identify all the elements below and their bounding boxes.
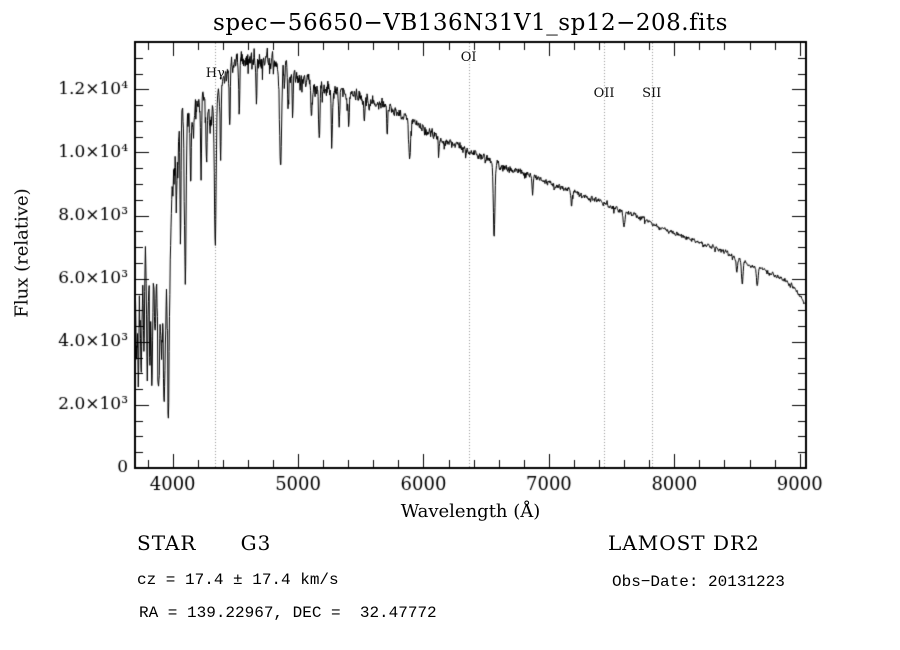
- classification-text: STAR G3: [137, 531, 272, 555]
- survey-text: LAMOST DR2: [608, 531, 760, 555]
- obs-date-text: Obs−Date: 20131223: [612, 573, 785, 591]
- x-axis-label: Wavelength (Å): [400, 501, 541, 522]
- spectral-line-label: OII: [593, 86, 615, 101]
- spectral-line-label: OI: [460, 50, 477, 65]
- y-axis-label: Flux (relative): [11, 188, 33, 318]
- cz-velocity-text: cz = 17.4 ± 17.4 km/s: [137, 571, 339, 589]
- coordinates-text: RA = 139.22967, DEC = 32.47772: [139, 604, 437, 622]
- spectral-line-label: SII: [642, 86, 662, 101]
- spectral-line-label: Hγ: [205, 66, 225, 81]
- plot-title: spec−56650−VB136N31V1_sp12−208.fits: [213, 10, 728, 36]
